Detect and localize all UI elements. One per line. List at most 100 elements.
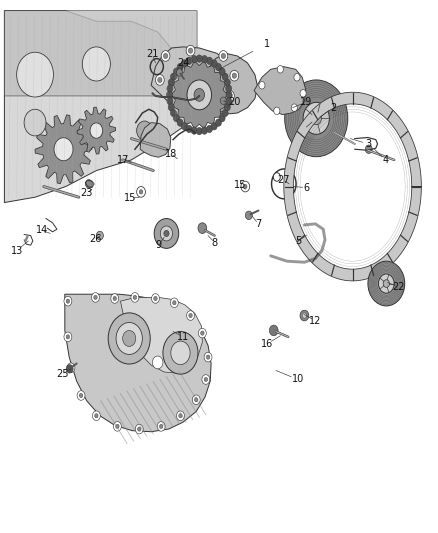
- Circle shape: [232, 73, 237, 78]
- Circle shape: [64, 332, 72, 342]
- Circle shape: [113, 296, 117, 301]
- Circle shape: [207, 108, 212, 114]
- Circle shape: [123, 330, 136, 346]
- Circle shape: [94, 295, 97, 300]
- Circle shape: [196, 55, 202, 62]
- Circle shape: [269, 325, 278, 336]
- Circle shape: [161, 51, 170, 61]
- Circle shape: [116, 322, 142, 354]
- Circle shape: [168, 79, 174, 86]
- Text: 8: 8: [212, 238, 218, 247]
- Polygon shape: [140, 123, 171, 157]
- Circle shape: [378, 274, 394, 293]
- Text: 10: 10: [292, 375, 304, 384]
- Circle shape: [226, 98, 232, 105]
- Circle shape: [92, 293, 99, 302]
- Circle shape: [67, 363, 75, 373]
- Text: 17: 17: [117, 155, 130, 165]
- Circle shape: [383, 280, 389, 287]
- Circle shape: [300, 90, 306, 97]
- Circle shape: [181, 60, 187, 67]
- Circle shape: [187, 311, 194, 320]
- Text: 7: 7: [255, 219, 261, 229]
- Circle shape: [95, 414, 98, 418]
- Circle shape: [219, 115, 225, 122]
- Text: 20: 20: [228, 98, 240, 107]
- Circle shape: [192, 395, 200, 405]
- Circle shape: [179, 414, 182, 418]
- Circle shape: [188, 48, 193, 53]
- Circle shape: [152, 356, 163, 369]
- Circle shape: [85, 180, 92, 188]
- Polygon shape: [35, 115, 92, 184]
- Circle shape: [186, 45, 195, 56]
- Circle shape: [167, 85, 173, 92]
- Circle shape: [17, 52, 53, 97]
- Circle shape: [244, 184, 247, 189]
- Circle shape: [191, 55, 197, 63]
- Circle shape: [198, 223, 207, 233]
- Circle shape: [311, 112, 321, 125]
- Circle shape: [188, 104, 197, 115]
- Circle shape: [177, 119, 183, 126]
- Text: 19: 19: [300, 98, 312, 107]
- Circle shape: [191, 127, 197, 134]
- Circle shape: [173, 301, 176, 305]
- Circle shape: [194, 398, 198, 402]
- Circle shape: [77, 391, 85, 400]
- Circle shape: [201, 331, 204, 335]
- Circle shape: [277, 66, 283, 73]
- Circle shape: [303, 102, 329, 134]
- Circle shape: [171, 341, 190, 365]
- Circle shape: [177, 411, 184, 421]
- Circle shape: [206, 125, 212, 133]
- Circle shape: [215, 119, 222, 126]
- Circle shape: [116, 424, 119, 429]
- Circle shape: [64, 296, 72, 306]
- Circle shape: [186, 125, 192, 133]
- Polygon shape: [171, 61, 228, 129]
- Circle shape: [302, 313, 307, 318]
- Circle shape: [133, 295, 137, 300]
- Text: 13: 13: [11, 246, 23, 255]
- Circle shape: [138, 427, 141, 431]
- Circle shape: [66, 365, 73, 373]
- Circle shape: [69, 366, 73, 370]
- Circle shape: [163, 332, 198, 374]
- Text: 21: 21: [146, 50, 159, 59]
- Circle shape: [219, 68, 225, 75]
- Circle shape: [177, 69, 183, 76]
- Circle shape: [92, 411, 100, 421]
- Circle shape: [221, 53, 226, 59]
- Circle shape: [54, 138, 73, 161]
- Circle shape: [170, 73, 177, 80]
- Circle shape: [167, 98, 173, 105]
- Circle shape: [79, 393, 83, 398]
- Text: 14: 14: [35, 225, 48, 235]
- Circle shape: [166, 91, 173, 99]
- Circle shape: [241, 181, 250, 192]
- Circle shape: [291, 104, 297, 111]
- Circle shape: [66, 299, 70, 303]
- Polygon shape: [254, 67, 306, 115]
- Circle shape: [154, 219, 179, 248]
- Circle shape: [228, 93, 232, 99]
- Circle shape: [206, 355, 210, 359]
- Circle shape: [139, 190, 143, 194]
- Polygon shape: [4, 11, 197, 96]
- Polygon shape: [205, 53, 258, 114]
- Circle shape: [108, 313, 150, 364]
- Circle shape: [202, 375, 210, 384]
- Circle shape: [224, 79, 230, 86]
- Text: 5: 5: [295, 236, 301, 246]
- Text: 26: 26: [89, 234, 102, 244]
- Circle shape: [186, 57, 192, 64]
- Text: 9: 9: [155, 240, 162, 250]
- Text: 27: 27: [278, 175, 290, 185]
- Text: 12: 12: [309, 316, 321, 326]
- Circle shape: [224, 103, 230, 111]
- Text: 25: 25: [56, 369, 68, 379]
- Text: 16: 16: [261, 339, 273, 349]
- Circle shape: [181, 123, 187, 130]
- Circle shape: [159, 424, 163, 429]
